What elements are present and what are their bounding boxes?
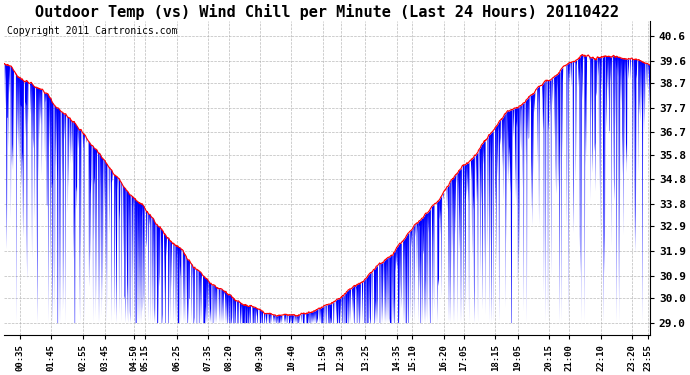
Text: Copyright 2011 Cartronics.com: Copyright 2011 Cartronics.com (8, 26, 178, 36)
Title: Outdoor Temp (vs) Wind Chill per Minute (Last 24 Hours) 20110422: Outdoor Temp (vs) Wind Chill per Minute … (35, 4, 619, 20)
